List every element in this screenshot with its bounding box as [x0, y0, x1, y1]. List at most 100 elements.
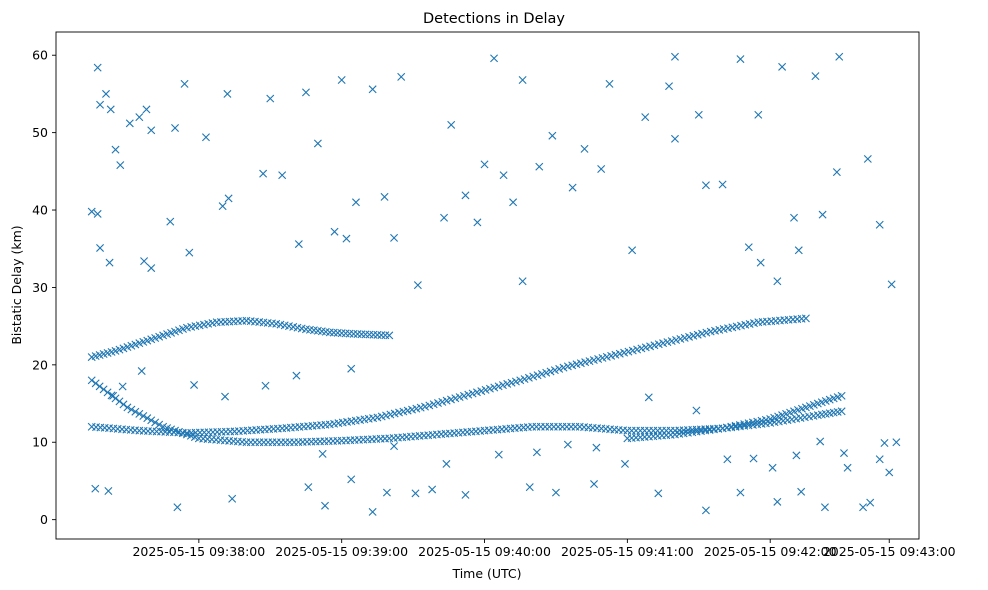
chart-title: Detections in Delay [423, 11, 565, 27]
data-point-marker [118, 382, 127, 391]
data-point-marker [670, 134, 679, 143]
data-point-marker [863, 154, 872, 163]
data-point-marker [887, 280, 896, 289]
data-point-marker [794, 246, 803, 255]
data-point-marker [123, 403, 132, 412]
data-point-marker [351, 198, 360, 207]
data-point-marker [548, 131, 557, 140]
data-point-marker [93, 63, 102, 72]
y-tick-label: 10 [32, 435, 48, 450]
data-point-marker [480, 160, 489, 169]
data-point-marker [337, 76, 346, 84]
data-point-marker [313, 139, 322, 148]
data-point-marker [736, 488, 745, 497]
data-point-marker [532, 448, 541, 457]
data-point-marker [155, 420, 164, 429]
data-point-marker [518, 277, 527, 286]
data-point-marker [620, 459, 629, 468]
data-point-marker [542, 368, 551, 377]
data-point-marker [778, 62, 787, 71]
data-point-marker [499, 171, 508, 180]
data-point-marker [151, 418, 160, 427]
data-point-marker [859, 503, 868, 512]
data-point-marker [382, 488, 391, 497]
data-point-marker [533, 371, 542, 380]
data-point-marker [701, 181, 710, 190]
data-point-marker [428, 485, 437, 494]
data-point-marker [509, 198, 518, 207]
data-point-marker [135, 409, 144, 418]
data-point-marker [644, 393, 653, 402]
data-point-marker [837, 407, 846, 416]
data-point-marker [330, 227, 339, 236]
data-point-marker [119, 400, 128, 409]
data-point-marker [843, 463, 852, 472]
data-point-marker [96, 100, 105, 109]
data-point-marker [875, 455, 884, 464]
x-tick-label: 2025-05-15 09:41:00 [561, 544, 694, 559]
data-point-marker [529, 372, 538, 381]
data-point-marker [550, 366, 559, 375]
y-tick-label: 0 [40, 512, 48, 527]
data-point-marker [390, 442, 399, 451]
data-point-marker [473, 218, 482, 227]
data-point-marker [116, 161, 125, 170]
data-point-marker [261, 381, 270, 390]
data-point-marker [447, 120, 456, 129]
data-point-marker [173, 503, 182, 512]
data-point-marker [773, 277, 782, 286]
data-point-marker [347, 364, 356, 373]
data-points [87, 52, 901, 516]
data-point-marker [137, 367, 146, 376]
data-point-marker [103, 388, 112, 397]
data-point-marker [91, 484, 100, 493]
x-tick-label: 2025-05-15 09:43:00 [823, 544, 956, 559]
data-point-marker [835, 52, 844, 61]
data-point-marker [840, 449, 848, 458]
data-point-marker [875, 220, 884, 229]
data-point-marker [744, 243, 753, 252]
data-point-marker [390, 233, 399, 242]
data-point-marker [91, 379, 100, 388]
data-point-marker [654, 489, 663, 498]
data-point-marker [201, 133, 210, 142]
data-point-marker [218, 202, 227, 211]
data-point-marker [221, 392, 230, 401]
data-point-marker [102, 89, 110, 98]
data-point-marker [185, 248, 194, 257]
y-tick-label: 40 [32, 203, 48, 218]
data-point-marker [718, 180, 727, 189]
data-point-marker [520, 375, 529, 384]
data-point-marker [99, 385, 108, 394]
data-point-marker [104, 487, 113, 495]
data-point-marker [494, 450, 503, 459]
data-point-marker [801, 314, 810, 323]
data-point-marker [368, 85, 377, 94]
data-point-marker [304, 483, 313, 492]
data-point-marker [816, 437, 825, 446]
data-point-marker [147, 264, 156, 273]
data-point-marker [641, 113, 650, 122]
data-point-marker [559, 363, 568, 372]
data-point-marker [380, 192, 389, 201]
data-point-marker [413, 281, 422, 290]
x-tick-label: 2025-05-15 09:39:00 [275, 544, 408, 559]
data-point-marker [701, 506, 710, 515]
data-point-marker [461, 191, 470, 200]
data-point-marker [411, 489, 420, 498]
x-tick-label: 2025-05-15 09:42:00 [704, 544, 837, 559]
x-axis-label: Time (UTC) [451, 566, 521, 581]
data-point-marker [555, 364, 564, 373]
data-point-marker [397, 72, 406, 81]
data-point-marker [592, 443, 601, 452]
data-point-marker [224, 194, 233, 203]
data-point-marker [563, 440, 572, 449]
plot-frame [55, 31, 920, 540]
data-point-marker [106, 105, 115, 114]
data-point-marker [442, 459, 451, 468]
data-point-marker [768, 463, 777, 472]
data-point-marker [670, 52, 679, 61]
data-point-marker [754, 110, 763, 119]
